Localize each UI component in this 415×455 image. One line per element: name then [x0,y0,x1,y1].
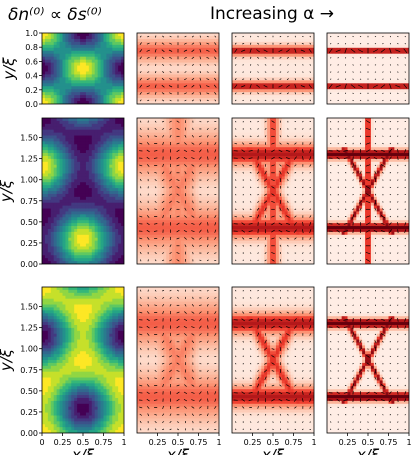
panel-r1-c3 [231,32,315,105]
x-tick-label-c1-4: 1 [121,438,126,447]
y-tick-label-r3-1: 0.25 [20,408,38,417]
panel-r2-c3 [231,117,315,265]
x-tick-label-c3-4: 1 [311,438,316,447]
x-tick-label-c2-3: 0.75 [190,438,208,447]
x-tick-label-c4-3: 0.75 [380,438,398,447]
panel-r1-c1: 0.0 0.2 0.4 0.6 0.8 1.0 y/ξ [0,29,125,109]
x-tick-label-c1-3: 0.75 [95,438,113,447]
panel-r3-c3: 0.25 0.5 0.75 1 x/ξ [231,286,317,455]
x-tick-label-c4-1: 0.25 [339,438,357,447]
y-tick-label-r2-6: 1.50 [20,134,38,143]
x-tick-label-c4-4: 1 [406,438,411,447]
x-tick-label-c2-4: 1 [216,438,221,447]
y-tick-label-r3-2: 0.50 [20,387,38,396]
panel-r3-c4: 0.25 0.5 0.75 1 x/ξ [326,286,412,455]
panel-r1-c2 [136,32,220,105]
y-tick-label-r2-4: 1.00 [20,176,38,185]
alpha-direction-title: Increasing α → [210,4,334,24]
y-axis-label-r2: y/ξ [0,179,15,203]
panel-r3-c1: 0 0.25 0.5 0.75 1 x/ξ 0.00 0.25 0.50 0.75 1.00 1.25… [0,286,127,455]
y-tick-label-r1-0: 0.0 [25,100,38,109]
x-axis-label-c4: x/ξ [356,446,380,455]
y-tick-label-r2-3: 0.75 [20,197,38,206]
y-tick-label-r3-5: 1.25 [20,324,38,333]
y-tick-label-r3-3: 0.75 [20,366,38,375]
y-tick-label-r3-4: 1.00 [20,345,38,354]
x-tick-label-c2-1: 0.25 [149,438,167,447]
x-tick-label-c2-2: 0.5 [172,438,185,447]
y-tick-label-r1-2: 0.4 [25,72,38,81]
panel-r1-c4 [326,32,410,105]
y-tick-label-r3-0: 0.00 [20,429,38,438]
x-tick-label-c1-0: 0 [39,438,44,447]
y-tick-label-r2-1: 0.25 [20,239,38,248]
x-tick-label-c1-1: 0.25 [54,438,72,447]
y-tick-label-r1-3: 0.6 [25,57,38,66]
y-tick-label-r2-2: 0.50 [20,218,38,227]
y-tick-label-r3-6: 1.50 [20,303,38,312]
y-tick-label-r1-5: 1.0 [25,29,38,38]
panel-r2-c1: 0.00 0.25 0.50 0.75 1.00 1.25 1.50 y/ξ [0,117,125,269]
y-tick-label-r1-4: 0.8 [25,43,38,52]
x-axis-label-c3: x/ξ [261,446,285,455]
x-tick-label-c1-2: 0.5 [77,438,90,447]
x-axis-label-c1: x/ξ [71,446,95,455]
x-tick-label-c4-2: 0.5 [362,438,375,447]
x-tick-label-c3-3: 0.75 [285,438,303,447]
y-tick-label-r2-5: 1.25 [20,155,38,164]
panel-r2-c4 [326,117,410,265]
left-column-title: δn⁽⁰⁾ ∝ δs⁽⁰⁾ [8,5,102,25]
y-axis-label-r3: y/ξ [0,348,15,372]
y-tick-label-r1-1: 0.2 [25,86,38,95]
panel-r3-c2: 0.25 0.5 0.75 1 x/ξ [136,286,222,455]
y-axis-label-r1: y/ξ [0,57,18,81]
y-tick-label-r2-0: 0.00 [20,260,38,269]
x-tick-label-c3-2: 0.5 [267,438,280,447]
panel-r2-c2 [136,117,220,265]
panels: 0.00.20.40.60.81.0y/ξ0.000.250.500.751.0… [0,29,412,455]
x-tick-label-c3-1: 0.25 [244,438,262,447]
x-axis-label-c2: x/ξ [166,446,190,455]
